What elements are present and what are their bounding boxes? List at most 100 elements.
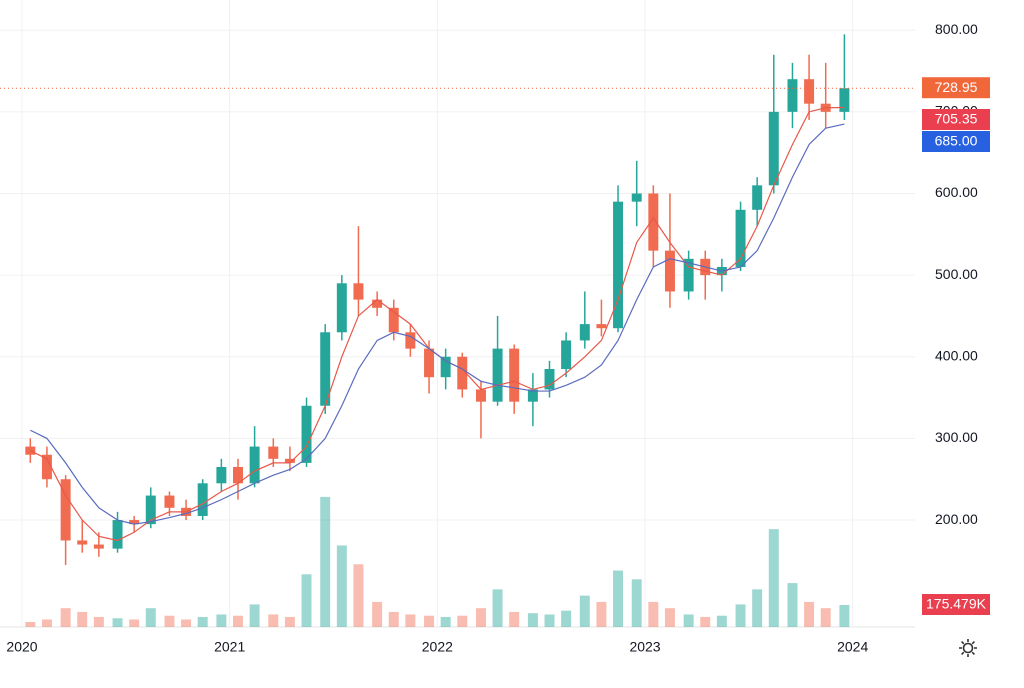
volume-bar — [353, 564, 364, 627]
candle-body — [683, 258, 694, 292]
y-tick-label: 600.00 — [935, 184, 978, 200]
y-tick-label: 200.00 — [935, 511, 978, 527]
candle-body — [268, 446, 279, 459]
volume-bar — [509, 611, 520, 627]
candle-body — [388, 307, 399, 333]
candle-body — [233, 466, 243, 484]
x-tick-label: 2020 — [6, 639, 37, 655]
candle-body — [440, 356, 451, 378]
volume-bar — [41, 619, 52, 627]
volume-bar — [475, 608, 486, 627]
volume-bar — [752, 589, 763, 627]
candle-body — [112, 520, 123, 549]
candle-body — [424, 348, 435, 378]
volume-bar — [181, 619, 192, 627]
volume-bar — [544, 614, 555, 627]
volume-bar — [839, 604, 850, 627]
candle-body — [768, 111, 779, 186]
candle-body — [353, 283, 364, 300]
volume-bar — [683, 614, 694, 627]
volume-bar — [301, 574, 312, 627]
volume-bar — [596, 601, 607, 627]
candle-body — [804, 79, 815, 104]
candle-body — [475, 389, 486, 402]
volume-bar — [249, 604, 260, 627]
volume-bar — [440, 616, 451, 627]
volume-bar — [700, 616, 711, 627]
x-tick-label: 2023 — [629, 639, 660, 655]
candle-body — [648, 193, 659, 251]
candle-body — [544, 369, 555, 390]
volume-bar — [60, 608, 71, 627]
volume-bar — [25, 621, 36, 627]
volume-bar — [804, 601, 815, 627]
volume-bar — [648, 601, 659, 627]
candle-body — [77, 540, 88, 545]
volume-bar — [631, 579, 642, 627]
volume-bar — [320, 496, 331, 627]
volume-bar — [424, 615, 435, 627]
x-tick-label: 2024 — [837, 639, 868, 655]
volume-bar — [787, 583, 798, 627]
volume-bar — [735, 604, 746, 627]
volume-bar — [388, 611, 399, 627]
price-label: 705.35 — [935, 111, 978, 127]
candle-body — [509, 348, 520, 402]
candle-body — [60, 479, 71, 541]
volume-bar — [372, 601, 383, 627]
volume-bar — [268, 614, 279, 627]
volume-bar — [93, 616, 104, 627]
volume-bar — [216, 614, 227, 627]
y-tick-label: 300.00 — [935, 429, 978, 445]
candle-body — [320, 332, 331, 406]
volume-label-box — [922, 594, 990, 615]
volume-bar — [768, 529, 779, 627]
volume-bar — [284, 616, 295, 627]
y-tick-label: 800.00 — [935, 21, 978, 37]
volume-bar — [820, 608, 831, 627]
y-tick-label: 400.00 — [935, 347, 978, 363]
candle-body — [752, 185, 763, 210]
candle-body — [284, 458, 295, 463]
price-label-box — [922, 131, 990, 152]
volume-bar — [579, 595, 590, 627]
candle-body — [372, 299, 383, 308]
volume-bar — [164, 615, 175, 627]
candle-body — [613, 201, 624, 329]
volume-bar — [405, 614, 416, 627]
candle-body — [197, 483, 208, 516]
volume-bar — [527, 613, 538, 627]
candle-body — [664, 250, 675, 292]
candle-body — [492, 348, 503, 402]
volume-bar — [664, 608, 675, 627]
volume-label: 175.479K — [926, 596, 987, 612]
price-label-box — [922, 109, 990, 130]
candle-body — [735, 209, 746, 267]
moving-average — [30, 123, 845, 525]
candle-body — [41, 454, 52, 480]
volume-bar — [129, 619, 140, 627]
volume-bar — [233, 615, 243, 627]
price-label: 685.00 — [935, 133, 978, 149]
volume-bar — [112, 618, 123, 627]
volume-bar — [492, 589, 503, 627]
candle-body — [579, 324, 590, 341]
candle-body — [164, 495, 175, 508]
x-tick-label: 2021 — [214, 639, 245, 655]
volume-bar — [336, 545, 347, 627]
candle-body — [336, 283, 347, 333]
candle-body — [249, 446, 260, 484]
candle-body — [216, 466, 227, 484]
candle-body — [631, 193, 642, 202]
settings-icon[interactable] — [959, 639, 977, 657]
candle-body — [145, 495, 156, 525]
volume-bar — [613, 570, 624, 627]
price-label: 728.95 — [935, 79, 978, 95]
price-label-box — [922, 77, 990, 99]
candle-body — [787, 79, 798, 112]
candle-body — [405, 332, 416, 349]
candle-body — [596, 324, 607, 329]
candle-body — [527, 389, 538, 402]
candle-body — [93, 544, 104, 549]
